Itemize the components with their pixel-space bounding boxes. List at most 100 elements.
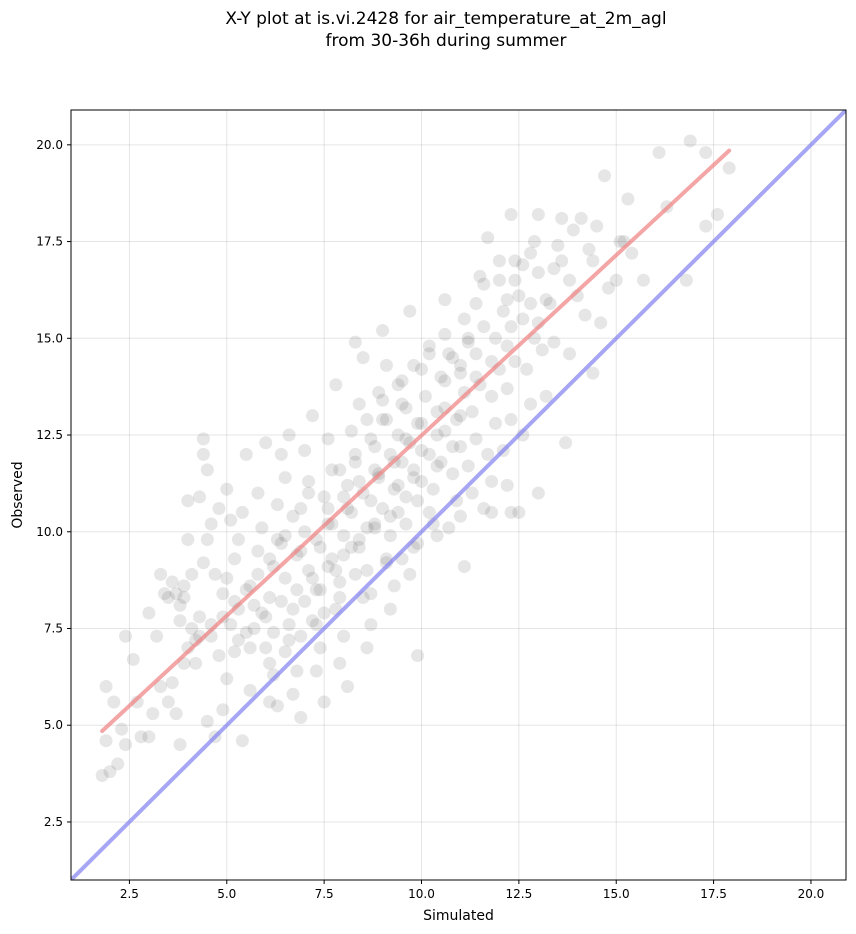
x-axis-ticks: 2.5 5.0 7.5 10.0 12.5 15.0 17.5 20.0 (120, 880, 824, 901)
data-point (243, 683, 257, 697)
data-point (562, 347, 576, 361)
identity-line (71, 110, 846, 880)
y-tick-label: 15.0 (36, 331, 63, 345)
data-point (601, 281, 615, 295)
data-point (348, 455, 362, 469)
data-point (403, 436, 417, 450)
data-point (251, 486, 265, 500)
data-point (527, 235, 541, 249)
data-point (130, 695, 144, 709)
data-point (216, 703, 230, 717)
data-point (485, 355, 499, 369)
data-point (352, 474, 366, 488)
data-point (278, 645, 292, 659)
data-point (481, 447, 495, 461)
data-point (259, 641, 273, 655)
grid (71, 110, 846, 880)
data-point (352, 397, 366, 411)
data-point (95, 769, 109, 783)
data-point (376, 413, 390, 427)
data-point (173, 614, 187, 628)
data-point (586, 254, 600, 268)
data-point (278, 529, 292, 543)
data-point (469, 296, 483, 310)
data-point (504, 207, 518, 221)
data-point (391, 478, 405, 492)
data-point (142, 730, 156, 744)
data-point (391, 378, 405, 392)
data-point (352, 540, 366, 554)
data-point (360, 413, 374, 427)
data-point (360, 521, 374, 535)
x-tick-label: 12.5 (506, 887, 533, 901)
data-point (418, 389, 432, 403)
data-point (165, 575, 179, 589)
data-point (403, 304, 417, 318)
data-point (228, 645, 242, 659)
data-point (251, 544, 265, 558)
data-point (270, 699, 284, 713)
data-point (524, 246, 538, 260)
data-point (453, 409, 467, 423)
data-point (282, 633, 296, 647)
data-point (683, 134, 697, 148)
data-point (154, 680, 168, 694)
data-point (255, 606, 269, 620)
data-point (344, 505, 358, 519)
data-point (341, 478, 355, 492)
data-point (453, 366, 467, 380)
data-point (461, 331, 475, 345)
data-point (298, 525, 312, 539)
data-point (376, 393, 390, 407)
data-point (496, 304, 510, 318)
data-point (298, 594, 312, 608)
data-point (415, 416, 429, 430)
data-point (364, 494, 378, 508)
data-point (224, 513, 238, 527)
x-axis-label: Simulated (423, 908, 494, 924)
data-point (531, 207, 545, 221)
data-point (235, 734, 249, 748)
data-point (99, 734, 113, 748)
data-point (500, 478, 514, 492)
data-point (360, 563, 374, 577)
data-point (411, 649, 425, 663)
data-point (173, 598, 187, 612)
data-point (543, 296, 557, 310)
data-point (625, 246, 639, 260)
data-point (333, 463, 347, 477)
data-point (228, 552, 242, 566)
data-point (442, 521, 456, 535)
data-point (434, 455, 448, 469)
data-point (395, 374, 409, 388)
data-point (313, 583, 327, 597)
y-tick-label: 5.0 (44, 718, 63, 732)
data-point (524, 296, 538, 310)
data-point (465, 486, 479, 500)
data-point (504, 505, 518, 519)
data-point (531, 266, 545, 280)
data-point (107, 695, 121, 709)
data-point (348, 335, 362, 349)
data-point (504, 413, 518, 427)
data-point (290, 664, 304, 678)
data-point (325, 552, 339, 566)
data-point (590, 219, 604, 233)
data-point (352, 532, 366, 546)
data-point (379, 413, 393, 427)
y-tick-label: 10.0 (36, 525, 63, 539)
data-point (399, 517, 413, 531)
chart-subtitle: from 30-36h during summer (325, 31, 567, 51)
data-point (422, 447, 436, 461)
data-point (337, 629, 351, 643)
data-point (485, 474, 499, 488)
data-point (539, 389, 553, 403)
data-point (356, 351, 370, 365)
data-point (239, 447, 253, 461)
data-point (348, 567, 362, 581)
data-point (383, 509, 397, 523)
data-point (270, 532, 284, 546)
data-point (411, 494, 425, 508)
data-point (282, 428, 296, 442)
data-point (309, 618, 323, 632)
